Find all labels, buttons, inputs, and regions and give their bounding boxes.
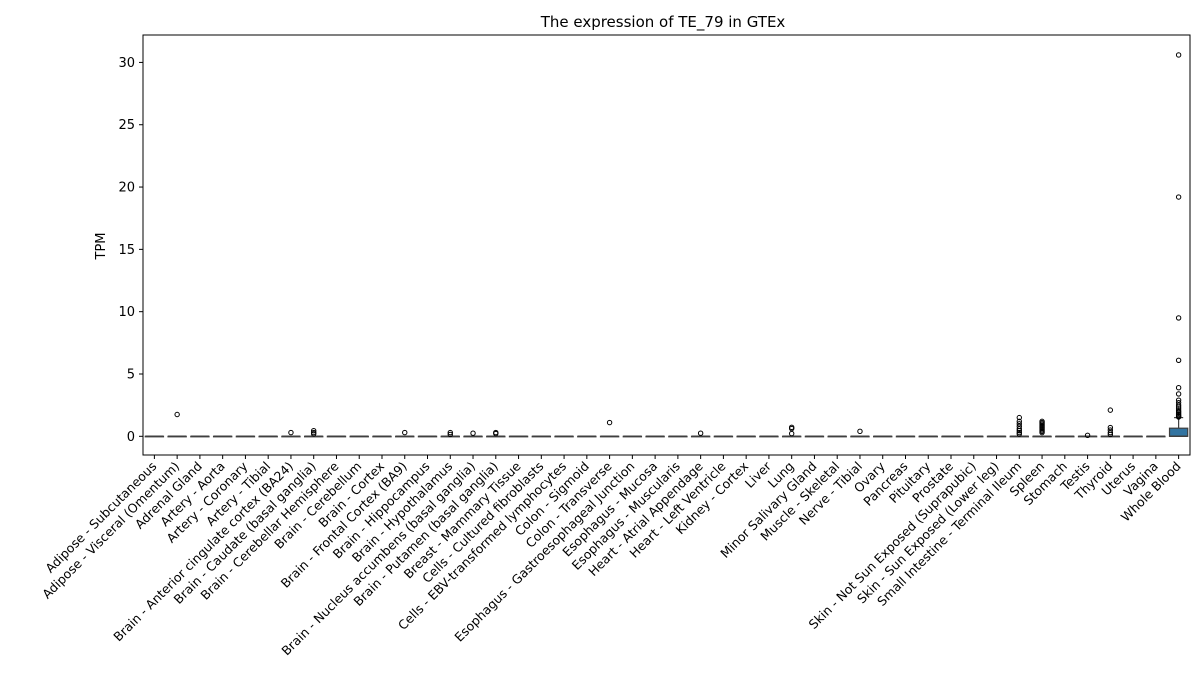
y-tick-label-5: 25: [118, 118, 135, 133]
outlier-20-0: [606, 419, 613, 426]
outlier-11-0: [402, 429, 408, 436]
outlier-42-0: [1107, 407, 1114, 413]
outlier-45-3: [1175, 357, 1182, 363]
outlier-24-0: [697, 430, 704, 436]
outlier-38-5: [1016, 427, 1022, 434]
outlier-7-2: [311, 431, 317, 437]
y-tick-label-3: 15: [118, 243, 135, 258]
outlier-45-5: [1175, 391, 1182, 397]
box-45: [1168, 427, 1189, 437]
outlier-41-0: [1084, 432, 1091, 439]
outlier-31-0: [857, 428, 863, 435]
outlier-45-8: [1175, 402, 1182, 408]
outlier-45-0: [1175, 52, 1182, 58]
outlier-13-1: [447, 431, 453, 438]
outlier-38-4: [1016, 426, 1022, 432]
outlier-38-1: [1016, 418, 1022, 425]
y-tick-label-1: 5: [127, 367, 135, 382]
chart-title: The expression of TE_79 in GTEx: [540, 13, 786, 32]
outlier-38-2: [1016, 421, 1022, 427]
outlier-45-6: [1175, 397, 1182, 403]
y-tick-label-6: 30: [118, 56, 135, 71]
outlier-45-1: [1175, 194, 1182, 200]
y-tick-label-4: 20: [118, 181, 135, 196]
y-tick-label-2: 10: [118, 305, 135, 320]
outlier-45-9: [1175, 404, 1182, 410]
outlier-38-7: [1016, 431, 1022, 437]
outlier-6-0: [288, 429, 294, 436]
outlier-1-0: [174, 411, 180, 418]
outlier-45-2: [1175, 315, 1182, 321]
outlier-45-17: [1175, 414, 1182, 420]
outlier-28-2: [788, 430, 795, 437]
x-tick-label-1: Adipose - Visceral (Omentum): [39, 459, 182, 602]
outlier-42-4: [1107, 431, 1114, 438]
outlier-39-9: [1039, 429, 1045, 436]
outlier-42-3: [1107, 429, 1114, 436]
outlier-14-0: [470, 430, 476, 436]
outlier-15-1: [493, 430, 499, 437]
outlier-28-1: [788, 425, 795, 432]
outlier-38-0: [1016, 414, 1022, 421]
outlier-13-0: [447, 429, 453, 436]
outlier-45-4: [1175, 385, 1182, 391]
y-tick-label-0: 0: [127, 430, 135, 445]
y-axis-label: TPM: [94, 233, 109, 261]
axes-frame: [142, 34, 1191, 456]
outlier-42-1: [1107, 424, 1114, 431]
outlier-7-0: [311, 427, 317, 434]
